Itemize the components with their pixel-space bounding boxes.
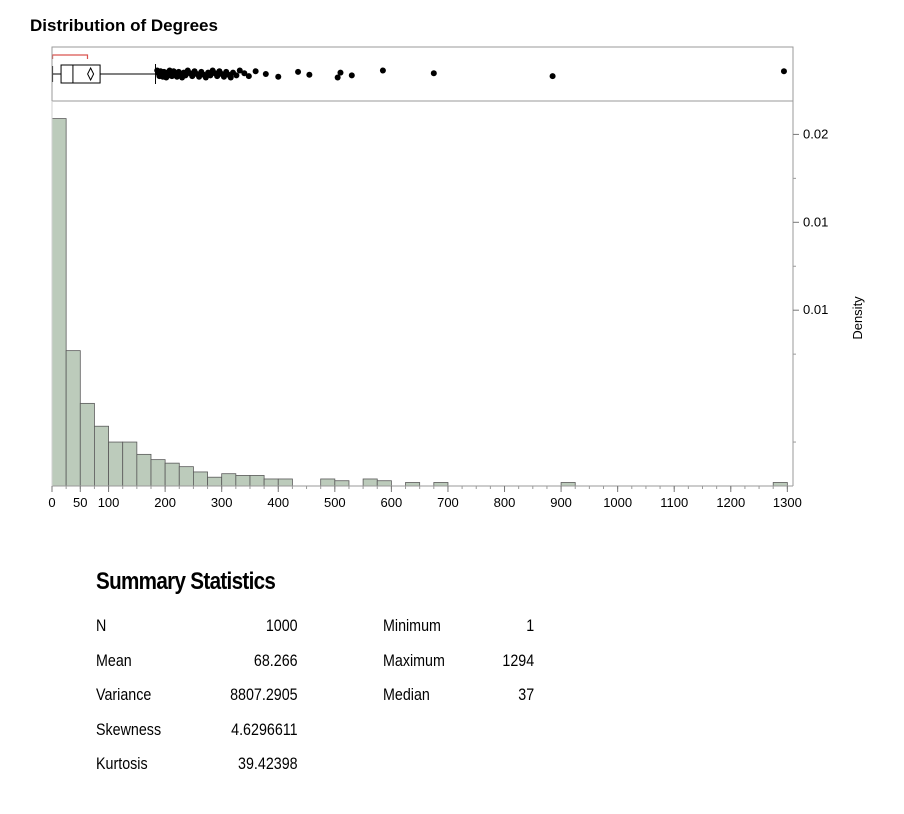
- histogram-bar: [207, 476, 223, 487]
- histogram-bar: [560, 482, 576, 487]
- y-axis-label: Density: [850, 296, 865, 340]
- stat-name: Skewness: [96, 719, 162, 739]
- stat-name: Variance: [96, 685, 152, 704]
- x-tick-label: 1100: [660, 495, 688, 510]
- outlier-point: [241, 70, 248, 77]
- outlier-point: [275, 73, 282, 80]
- outlier-point: [252, 68, 259, 75]
- stat-value: 39.42398: [238, 754, 298, 773]
- x-tick-label: 1300: [773, 495, 802, 510]
- outlier-point: [182, 72, 189, 79]
- stat-value: 1294: [502, 650, 535, 670]
- stat-name: Minimum: [383, 616, 441, 635]
- histogram-bar: [51, 118, 67, 487]
- histogram-bar: [221, 473, 237, 487]
- stat-value: 37: [518, 685, 535, 704]
- x-tick-label: 800: [494, 495, 516, 510]
- histogram-bar: [164, 462, 180, 487]
- x-tick-label: 300: [211, 495, 233, 510]
- x-tick-label: 900: [550, 495, 572, 510]
- histogram-bar: [94, 425, 109, 487]
- x-tick-label: 0: [48, 495, 55, 510]
- histogram-bar: [193, 471, 208, 487]
- outlier-point: [379, 67, 386, 74]
- stat-name: Kurtosis: [96, 754, 148, 773]
- outlier-point: [295, 68, 302, 75]
- outlier-point: [227, 74, 234, 81]
- chart-title: Distribution of Degrees: [30, 16, 218, 35]
- histogram-chart: 0 50 100 200 300 400 500 600 700 800 900 1000 1100 12…: [48, 46, 865, 510]
- outlier-point: [780, 68, 787, 75]
- x-tick-label: 1000: [603, 495, 632, 510]
- histogram-bar: [122, 441, 138, 487]
- outlier-point: [262, 71, 269, 77]
- histogram-bar: [150, 459, 166, 487]
- histogram-bar: [263, 478, 279, 487]
- stat-name: Median: [383, 685, 430, 704]
- stat-value: 1: [526, 616, 535, 635]
- y-tick-label: 0.02: [803, 126, 828, 141]
- outlier-point: [196, 73, 203, 80]
- outlier-point: [236, 67, 243, 74]
- histogram-bar: [772, 482, 788, 487]
- outlier-point: [207, 72, 214, 79]
- stat-name: N: [96, 616, 107, 635]
- histogram-bar: [320, 478, 336, 487]
- histogram-bar: [376, 480, 392, 487]
- histogram-bars: [51, 118, 788, 487]
- stat-value: 1000: [265, 616, 298, 635]
- x-tick-label: 500: [324, 495, 346, 510]
- stat-value: 8807.2905: [230, 685, 298, 704]
- stat-name: Mean: [96, 650, 132, 670]
- y-tick-label: 0.01: [803, 302, 828, 317]
- outlier-point: [430, 70, 437, 77]
- outlier-point: [348, 72, 355, 79]
- outlier-point: [306, 71, 313, 78]
- stat-name: Maximum: [383, 650, 445, 670]
- y-tick-label: 0.01: [803, 214, 828, 229]
- outlier-point: [334, 74, 341, 81]
- summary-statistics-title: Summary Statistics: [96, 568, 276, 595]
- iqr-box: [60, 64, 101, 84]
- x-tick-label: 100: [98, 495, 120, 510]
- outlier-point: [202, 74, 209, 81]
- histogram-bar: [178, 466, 194, 487]
- stat-value: 68.266: [253, 650, 298, 670]
- x-tick-label: 400: [267, 495, 289, 510]
- outlier-point: [189, 73, 196, 80]
- x-tick-label: 1200: [716, 495, 745, 510]
- histogram-bar: [65, 350, 81, 487]
- histogram-bar: [405, 482, 421, 487]
- histogram-bar: [277, 478, 293, 487]
- shortest-half-bracket: [51, 54, 89, 59]
- outlier-point: [220, 73, 227, 80]
- x-tick-label: 50: [73, 495, 87, 510]
- histogram-bar: [235, 475, 251, 487]
- outlier-box-plot: [51, 54, 787, 84]
- x-tick-label: 600: [381, 495, 403, 510]
- outlier-point: [337, 69, 344, 76]
- histogram-bar: [108, 441, 124, 487]
- mean-diamond: [87, 66, 95, 82]
- outlier-point: [549, 73, 556, 80]
- axes: 0 50 100 200 300 400 500 600 700 800 900 1000 1100 12…: [48, 46, 828, 510]
- histogram-bar: [362, 478, 378, 487]
- outlier-point: [245, 73, 252, 80]
- histogram-bar: [79, 402, 95, 487]
- summary-statistics-panel: Summary Statistics N 1000 Mean 68.266 Varian…: [96, 568, 534, 773]
- histogram-bar: [249, 475, 265, 487]
- x-tick-label: 200: [154, 495, 176, 510]
- x-tick-label: 700: [437, 495, 459, 510]
- histogram-bar: [433, 482, 449, 487]
- outlier-point: [214, 73, 221, 80]
- histogram-bar: [136, 453, 152, 487]
- stat-value: 4.6296611: [231, 719, 298, 739]
- outlier-point: [233, 72, 240, 79]
- histogram-bar: [334, 480, 350, 487]
